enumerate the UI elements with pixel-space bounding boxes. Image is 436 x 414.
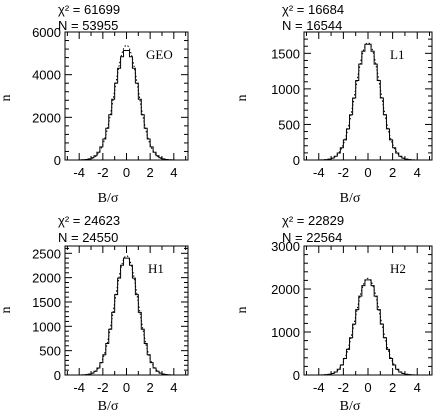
- x-tick-label-h2: -4: [313, 380, 325, 395]
- ylabel-geo: n: [0, 95, 14, 102]
- x-tick-label-geo: 2: [147, 165, 154, 180]
- detector-label-l1: L1: [390, 47, 404, 62]
- panel-l1: χ² = 16684 N = 16544 L1 B/σ n -4 -2 0 2 4 0 50…: [235, 2, 433, 206]
- xlabel-h2: B/σ: [340, 399, 361, 414]
- x-tick-label-h1: 0: [123, 380, 130, 395]
- xlabel-h1: B/σ: [98, 399, 119, 414]
- x-tick-label-l1: -4: [313, 165, 325, 180]
- chi2-label-geo: χ² = 61699: [58, 2, 120, 17]
- curve-expected-h1: [67, 255, 186, 376]
- x-tick-label-h2: 4: [414, 380, 421, 395]
- histogram-observed-h2: [306, 279, 430, 376]
- xlabel-l1: B/σ: [340, 191, 361, 206]
- y-tick-label-h2: 0: [293, 368, 300, 383]
- plot-area-l1: -4 -2 0 2 4 0 500 1000 1500: [271, 31, 433, 180]
- x-tick-label-h2: 2: [389, 380, 396, 395]
- y-tick-label-geo: 0: [54, 153, 61, 168]
- y-tick-label-h2: 2000: [271, 282, 300, 297]
- plot-frame-h2: [303, 245, 433, 376]
- y-tick-label-h1: 500: [39, 344, 61, 359]
- panel-h1: χ² = 24623 N = 24550 H1 B/σ n -4 -2 0 2 4 0 50…: [0, 213, 189, 414]
- xlabel-geo: B/σ: [98, 191, 119, 206]
- ylabel-h2: n: [235, 307, 250, 314]
- plot-area-h2: -4 -2 0 2 4 0 1000 2000 3000: [271, 239, 433, 395]
- x-tick-label-geo: -2: [97, 165, 109, 180]
- x-tick-label-l1: 4: [414, 165, 421, 180]
- n-label-h1: N = 24550: [58, 230, 118, 245]
- n-label-l1: N = 16544: [282, 18, 342, 33]
- curve-expected-geo: [67, 44, 186, 161]
- x-tick-label-l1: -2: [338, 165, 350, 180]
- plot-area-geo: -4 -2 0 2 4 0 2000 4000 6000: [32, 25, 189, 180]
- detector-label-geo: GEO: [146, 47, 173, 62]
- y-tick-label-geo: 2000: [32, 110, 61, 125]
- y-tick-label-h2: 3000: [271, 239, 300, 254]
- x-tick-label-geo: -4: [73, 165, 85, 180]
- x-tick-label-h1: 4: [170, 380, 177, 395]
- panel-h2: χ² = 22829 N = 22564 H2 B/σ n -4 -2 0 2 4 0 10…: [235, 213, 433, 414]
- chi2-label-l1: χ² = 16684: [282, 2, 344, 17]
- n-label-geo: N = 53955: [58, 18, 118, 33]
- x-tick-label-l1: 0: [364, 165, 371, 180]
- y-tick-label-l1: 1500: [271, 46, 300, 61]
- plot-frame-h1: [64, 245, 189, 376]
- y-tick-label-l1: 500: [278, 117, 300, 132]
- histogram-observed-h1: [67, 257, 186, 376]
- panel-geo: χ² = 61699 N = 53955 GEO B/σ n -4 -2 0 2 4 0 2…: [0, 2, 189, 206]
- y-tick-label-geo: 6000: [32, 25, 61, 40]
- y-tick-label-h1: 2000: [32, 271, 61, 286]
- y-tick-label-h1: 1500: [32, 295, 61, 310]
- x-tick-label-h2: -2: [338, 380, 350, 395]
- x-tick-label-h1: 2: [147, 380, 154, 395]
- histogram-observed-geo: [67, 50, 186, 161]
- x-tick-label-h1: -4: [73, 380, 85, 395]
- n-label-h2: N = 22564: [282, 230, 342, 245]
- x-tick-label-h1: -2: [97, 380, 109, 395]
- x-tick-label-l1: 2: [389, 165, 396, 180]
- histogram-observed-l1: [306, 43, 430, 161]
- detector-label-h1: H1: [148, 261, 164, 276]
- y-tick-label-h2: 1000: [271, 325, 300, 340]
- ylabel-h1: n: [0, 307, 14, 314]
- plot-frame-l1: [303, 31, 433, 161]
- ylabel-l1: n: [235, 95, 250, 102]
- chi2-label-h1: χ² = 24623: [58, 213, 120, 228]
- chi2-label-h2: χ² = 22829: [282, 213, 344, 228]
- y-tick-label-h1: 0: [54, 368, 61, 383]
- curve-expected-l1: [306, 42, 430, 161]
- curve-expected-h2: [306, 277, 430, 376]
- y-tick-label-l1: 1000: [271, 82, 300, 97]
- detector-label-h2: H2: [390, 261, 406, 276]
- y-tick-label-l1: 0: [293, 153, 300, 168]
- y-tick-label-h1: 1000: [32, 319, 61, 334]
- y-tick-label-geo: 4000: [32, 68, 61, 83]
- x-tick-label-h2: 0: [364, 380, 371, 395]
- plot-area-h1: -4 -2 0 2 4 0 500 1000 1500 2000 2500: [32, 245, 189, 395]
- x-tick-label-geo: 0: [123, 165, 130, 180]
- y-tick-label-h1: 2500: [32, 246, 61, 261]
- x-tick-label-geo: 4: [170, 165, 177, 180]
